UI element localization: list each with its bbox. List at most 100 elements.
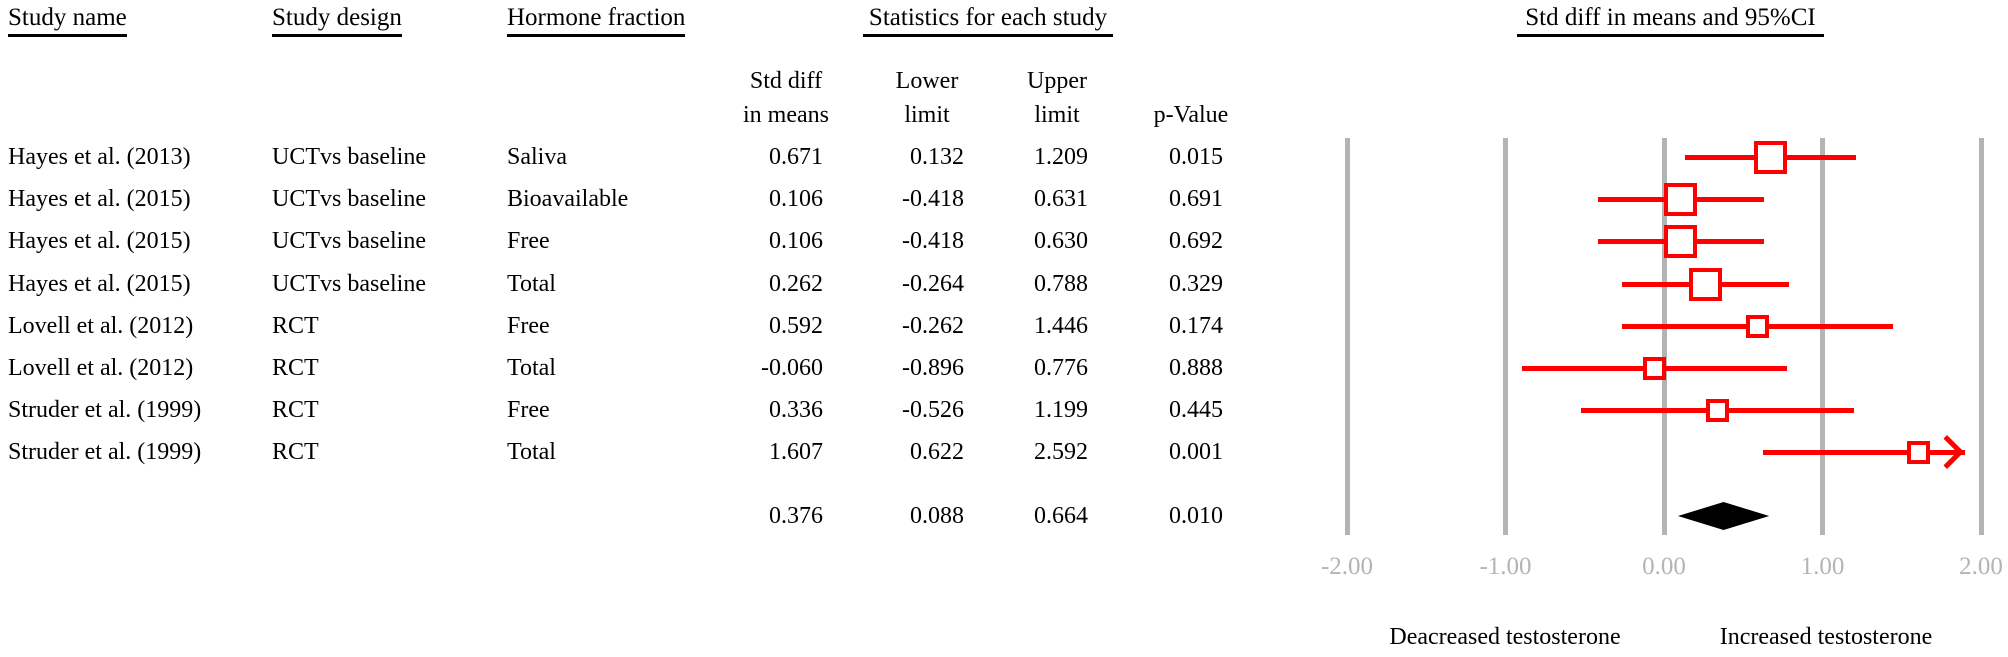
upper-limit-cell: 2.592 — [1034, 439, 1088, 465]
header-study-design: Study design — [272, 4, 402, 37]
axis-tick-label: 0.00 — [1642, 553, 1686, 580]
study-name-cell: Lovell et al. (2012) — [8, 313, 194, 339]
study-name-cell: Lovell et al. (2012) — [8, 355, 194, 381]
estimate-square — [1753, 140, 1787, 174]
std-diff-cell: 0.262 — [769, 271, 823, 297]
arrow-right-icon — [1930, 435, 1964, 469]
p-value-cell: 0.691 — [1169, 186, 1223, 212]
table-row: Hayes et al. (2015) UCTvs baseline Free … — [0, 226, 1260, 256]
lower-limit-cell: 0.132 — [910, 144, 964, 170]
p-value-cell: 0.015 — [1169, 144, 1223, 170]
std-diff-cell: 0.106 — [769, 228, 823, 254]
std-diff-cell: 0.671 — [769, 144, 823, 170]
lower-limit-cell: -0.896 — [902, 355, 964, 381]
p-value-cell: 0.692 — [1169, 228, 1223, 254]
estimate-square — [1907, 440, 1931, 464]
upper-limit-cell: 0.630 — [1034, 228, 1088, 254]
table-row: Lovell et al. (2012) RCT Free 0.592 -0.2… — [0, 311, 1260, 341]
lower-limit-cell: -0.264 — [902, 271, 964, 297]
p-value-cell: 0.329 — [1169, 271, 1223, 297]
study-design-cell: UCTvs baseline — [272, 144, 426, 170]
study-design-cell: UCTvs baseline — [272, 186, 426, 212]
p-value-cell: 0.174 — [1169, 313, 1223, 339]
estimate-square — [1689, 267, 1723, 301]
hormone-fraction-cell: Free — [507, 313, 550, 339]
hormone-fraction-cell: Free — [507, 228, 550, 254]
subheader-upper-limit: Upper limit — [1027, 68, 1087, 128]
summary-lower-limit-cell: 0.088 — [910, 503, 964, 529]
summary-row: 0.376 0.088 0.664 0.010 — [0, 501, 1260, 531]
p-value-cell: 0.888 — [1169, 355, 1223, 381]
decreased-testosterone-label: Deacreased testosterone — [1389, 624, 1621, 650]
gridline — [1344, 138, 1350, 535]
lower-limit-cell: -0.526 — [902, 397, 964, 423]
axis-tick-label: -1.00 — [1479, 553, 1532, 580]
upper-limit-cell: 0.776 — [1034, 355, 1088, 381]
study-name-cell: Struder et al. (1999) — [8, 397, 202, 423]
axis-tick-label: -2.00 — [1320, 553, 1374, 580]
estimate-square — [1746, 314, 1770, 338]
estimate-square — [1705, 398, 1729, 422]
gridline — [1978, 138, 1984, 535]
study-name-cell: Hayes et al. (2015) — [8, 271, 191, 297]
upper-limit-cell: 1.446 — [1034, 313, 1088, 339]
hormone-fraction-cell: Total — [507, 271, 556, 297]
estimate-square — [1664, 182, 1698, 216]
plot-title: Std diff in means and 95%CI — [1517, 4, 1824, 37]
ci-line — [1762, 449, 1966, 455]
std-diff-cell: -0.060 — [761, 355, 823, 381]
table-row: Hayes et al. (2015) UCTvs baseline Bioav… — [0, 184, 1260, 214]
table-row: Struder et al. (1999) RCT Total 1.607 0.… — [0, 437, 1260, 467]
summary-diamond — [1677, 502, 1770, 530]
hormone-fraction-cell: Saliva — [507, 144, 567, 170]
axis-tick-label: 2.00 — [1959, 553, 2003, 580]
summary-p-value-cell: 0.010 — [1169, 503, 1223, 529]
study-design-cell: UCTvs baseline — [272, 271, 426, 297]
std-diff-cell: 1.607 — [769, 439, 823, 465]
gridline — [1661, 138, 1667, 535]
p-value-cell: 0.445 — [1169, 397, 1223, 423]
study-design-cell: UCTvs baseline — [272, 228, 426, 254]
study-name-cell: Hayes et al. (2013) — [8, 144, 191, 170]
gridline — [1820, 138, 1825, 535]
header-statistics-group: Statistics for each study — [863, 4, 1113, 37]
axis-tick-label: 1.00 — [1800, 553, 1845, 580]
std-diff-cell: 0.106 — [769, 186, 823, 212]
header-hormone-fraction: Hormone fraction — [507, 4, 686, 37]
upper-limit-cell: 1.209 — [1034, 144, 1088, 170]
upper-limit-cell: 0.788 — [1034, 271, 1088, 297]
std-diff-cell: 0.336 — [769, 397, 823, 423]
subheader-lower-limit: Lower limit — [895, 68, 959, 128]
increased-testosterone-label: Increased testosterone — [1719, 624, 1933, 650]
std-diff-cell: 0.592 — [769, 313, 823, 339]
table-row: Lovell et al. (2012) RCT Total -0.060 -0… — [0, 353, 1260, 383]
lower-limit-cell: -0.418 — [902, 228, 964, 254]
study-name-cell: Struder et al. (1999) — [8, 439, 202, 465]
table-row: Struder et al. (1999) RCT Free 0.336 -0.… — [0, 395, 1260, 425]
study-name-cell: Hayes et al. (2015) — [8, 228, 191, 254]
table-row: Hayes et al. (2013) UCTvs baseline Saliv… — [0, 142, 1260, 172]
summary-std-diff-cell: 0.376 — [769, 503, 823, 529]
subheader-std-diff: Std diff in means — [743, 68, 829, 128]
upper-limit-cell: 1.199 — [1034, 397, 1088, 423]
study-name-cell: Hayes et al. (2015) — [8, 186, 191, 212]
study-design-cell: RCT — [272, 397, 319, 423]
summary-upper-limit-cell: 0.664 — [1034, 503, 1088, 529]
study-design-cell: RCT — [272, 439, 319, 465]
estimate-square — [1664, 224, 1698, 258]
study-design-cell: RCT — [272, 313, 319, 339]
hormone-fraction-cell: Bioavailable — [507, 186, 629, 212]
hormone-fraction-cell: Total — [507, 355, 556, 381]
p-value-cell: 0.001 — [1169, 439, 1223, 465]
lower-limit-cell: 0.622 — [910, 439, 964, 465]
gridline — [1503, 138, 1508, 535]
upper-limit-cell: 0.631 — [1034, 186, 1088, 212]
lower-limit-cell: -0.418 — [902, 186, 964, 212]
estimate-square — [1642, 356, 1666, 380]
study-design-cell: RCT — [272, 355, 319, 381]
header-study-name: Study name — [8, 4, 127, 37]
table-row: Hayes et al. (2015) UCTvs baseline Total… — [0, 269, 1260, 299]
hormone-fraction-cell: Total — [507, 439, 556, 465]
hormone-fraction-cell: Free — [507, 397, 550, 423]
